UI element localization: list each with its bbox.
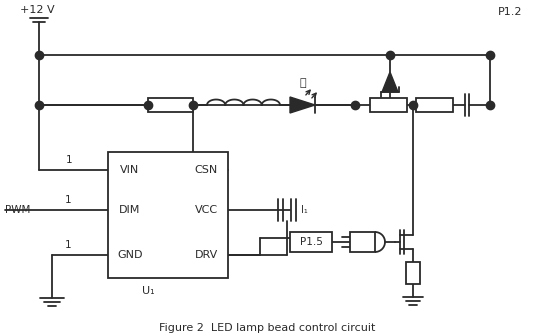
Text: VIN: VIN bbox=[120, 165, 139, 175]
Text: U₁: U₁ bbox=[142, 286, 154, 296]
Text: P1.2: P1.2 bbox=[498, 7, 522, 17]
Bar bbox=[148, 98, 193, 112]
Polygon shape bbox=[290, 97, 315, 113]
Bar bbox=[370, 98, 407, 112]
Text: 红: 红 bbox=[300, 78, 307, 88]
Bar bbox=[406, 262, 420, 284]
Text: CSN: CSN bbox=[194, 165, 218, 175]
Text: 1: 1 bbox=[66, 155, 72, 165]
Text: GND: GND bbox=[117, 250, 143, 260]
Text: +12 V: +12 V bbox=[20, 5, 54, 15]
Text: PWM: PWM bbox=[5, 205, 30, 215]
Bar bbox=[108, 152, 228, 278]
Text: DRV: DRV bbox=[194, 250, 218, 260]
Bar bbox=[290, 232, 332, 252]
Text: P1.5: P1.5 bbox=[300, 237, 323, 247]
Bar bbox=[416, 98, 453, 112]
Text: I₁: I₁ bbox=[301, 205, 308, 215]
Bar bbox=[350, 232, 375, 252]
Text: 1: 1 bbox=[65, 240, 72, 250]
Text: DIM: DIM bbox=[119, 205, 140, 215]
Polygon shape bbox=[382, 72, 398, 92]
Text: VCC: VCC bbox=[194, 205, 217, 215]
Text: 1: 1 bbox=[65, 195, 72, 205]
Text: Figure 2  LED lamp bead control circuit: Figure 2 LED lamp bead control circuit bbox=[159, 323, 375, 333]
